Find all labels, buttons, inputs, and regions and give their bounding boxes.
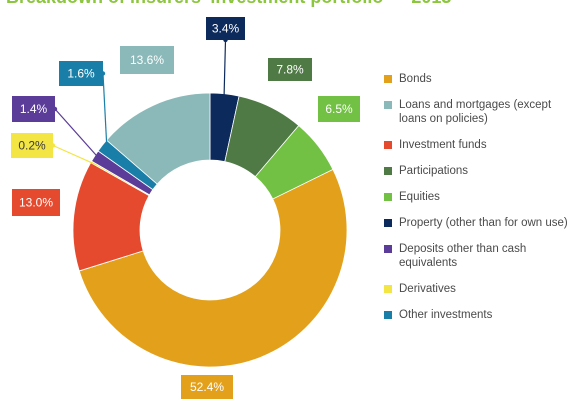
legend-label: Derivatives xyxy=(399,283,456,295)
legend-item-investment-funds: Investment funds xyxy=(384,138,587,152)
legend-label: Loans and mortgages (except xyxy=(399,99,552,111)
slice-bonds xyxy=(78,168,348,368)
value-label-loans-and-mortgages-except-loans-on-policies: 13.6% xyxy=(130,53,164,67)
legend-swatch xyxy=(384,311,392,319)
legend-swatch xyxy=(384,101,392,109)
label-box-loans-and-mortgages-except-loans-on-policies xyxy=(120,46,174,74)
label-box-deposits-other-than-cash-equivalents xyxy=(12,96,55,122)
legend-label: Bonds xyxy=(399,73,432,85)
legend-item-participations: Participations xyxy=(384,164,587,178)
label-box-equities xyxy=(318,96,360,122)
legend-item-equities: Equities xyxy=(384,190,587,204)
value-label-investment-funds: 13.0% xyxy=(19,196,53,210)
legend-label: loans on policies) xyxy=(399,113,488,125)
value-label-derivatives: 0.2% xyxy=(18,139,46,153)
legend-swatch xyxy=(384,141,392,149)
legend-label: Property (other than for own use) xyxy=(399,217,568,229)
legend-label: Investment funds xyxy=(399,139,487,151)
label-box-participations xyxy=(268,58,312,81)
legend-label: Deposits other than cash xyxy=(399,243,527,255)
label-box-property-other-than-for-own-use xyxy=(206,17,245,40)
legend-item-property-other-than-for-own-use: Property (other than for own use) xyxy=(384,216,587,230)
legend-swatch xyxy=(384,245,392,253)
label-box-other-investments xyxy=(59,61,103,86)
label-box-investment-funds xyxy=(12,189,60,216)
legend-item-deposits-other-than-cash-equivalents: Deposits other than cash equivalents xyxy=(384,242,587,270)
value-labels: 3.4% 7.8% 6.5% 52.4% 13.0% 0.2% 1.4% 1.6% 13.6% xyxy=(11,17,360,399)
slice-loans-and-mortgages-except-loans-on-policies xyxy=(106,92,211,185)
leader-other-investments xyxy=(102,73,108,150)
legend-label: Participations xyxy=(399,165,469,177)
legend-item-other-investments: Other investments xyxy=(384,308,587,322)
leader-property-other-than-for-own-use xyxy=(223,39,227,100)
legend-item-loans-and-mortgages-except-loans-on-policies: Loans and mortgages (except loans on poli… xyxy=(384,98,587,126)
value-label-bonds: 52.4% xyxy=(190,380,224,394)
leader-derivatives xyxy=(52,144,97,166)
chart-legend: Bonds Loans and mortgages (except loans on… xyxy=(384,72,587,334)
value-label-property-other-than-for-own-use: 3.4% xyxy=(212,22,240,36)
leader-deposits-other-than-cash-equivalents xyxy=(54,108,101,160)
legend-swatch xyxy=(384,193,392,201)
donut-slices xyxy=(72,92,348,368)
legend-swatch xyxy=(384,285,392,293)
legend-swatch xyxy=(384,219,392,227)
legend-item-bonds: Bonds xyxy=(384,72,587,86)
legend-swatch xyxy=(384,167,392,175)
value-label-equities: 6.5% xyxy=(325,102,353,116)
value-label-participations: 7.8% xyxy=(276,63,304,77)
legend-label: Equities xyxy=(399,191,440,203)
legend-label: equivalents xyxy=(399,257,458,269)
legend-swatch xyxy=(384,75,392,83)
value-label-other-investments: 1.6% xyxy=(67,67,95,81)
value-label-deposits-other-than-cash-equivalents: 1.4% xyxy=(20,102,48,116)
chart-title: Breakdown of insurers' investment portfo… xyxy=(0,0,587,8)
label-box-bonds xyxy=(181,375,233,399)
legend-item-derivatives: Derivatives xyxy=(384,282,587,296)
label-box-derivatives xyxy=(11,133,53,158)
legend-label: Other investments xyxy=(399,309,493,321)
